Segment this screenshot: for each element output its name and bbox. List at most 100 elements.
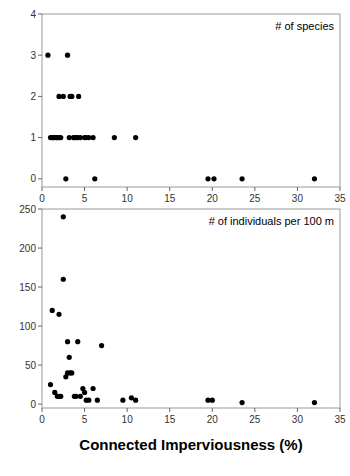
x-tick <box>84 187 85 191</box>
y-tick-label: 50 <box>25 360 37 371</box>
x-tick <box>169 187 170 191</box>
y-tick-label: 4 <box>30 9 36 20</box>
point <box>76 94 81 99</box>
y-tick <box>38 55 42 56</box>
point <box>61 94 66 99</box>
point <box>61 277 66 282</box>
point <box>211 176 216 181</box>
x-tick-label: 5 <box>82 414 88 425</box>
point <box>78 394 83 399</box>
y-tick <box>38 14 42 15</box>
point <box>84 398 89 403</box>
point <box>92 176 97 181</box>
x-tick <box>254 187 255 191</box>
x-tick <box>127 408 128 412</box>
y-tick-label: 2 <box>30 91 36 102</box>
point <box>112 135 117 140</box>
annotation: # of individuals per 100 m <box>209 215 334 227</box>
y-tick <box>38 178 42 179</box>
point <box>82 390 87 395</box>
x-tick-label: 35 <box>334 414 346 425</box>
plot-frame <box>42 14 340 187</box>
x-tick-label: 25 <box>249 414 261 425</box>
point <box>67 355 72 360</box>
x-tick-label: 15 <box>164 414 176 425</box>
y-tick <box>38 326 42 327</box>
x-tick-label: 15 <box>164 193 176 204</box>
x-tick <box>212 408 213 412</box>
panel: 0 5 10 15 20 25 30 35 0 1 2 3 4 # of species <box>30 9 346 205</box>
point <box>54 135 59 140</box>
points <box>45 53 317 182</box>
x-tick-label: 25 <box>249 193 261 204</box>
point <box>45 53 50 58</box>
point <box>239 176 244 181</box>
point <box>312 176 317 181</box>
y-tick-label: 1 <box>30 132 36 143</box>
x-tick-label: 20 <box>207 193 219 204</box>
x-tick <box>340 408 341 412</box>
point <box>75 339 80 344</box>
x-tick <box>297 408 298 412</box>
y-tick-label: 3 <box>30 50 36 61</box>
point <box>75 135 80 140</box>
point <box>63 176 68 181</box>
point <box>239 400 244 405</box>
y-tick <box>38 248 42 249</box>
plot-frame <box>42 209 340 408</box>
x-tick <box>340 187 341 191</box>
point <box>48 382 53 387</box>
point <box>90 135 95 140</box>
point <box>84 135 89 140</box>
x-tick <box>297 187 298 191</box>
x-tick <box>254 408 255 412</box>
panel: 05101520253035050100150200250# of indivi… <box>19 204 346 453</box>
x-tick-label: 10 <box>122 193 134 204</box>
y-tick-label: 150 <box>19 282 36 293</box>
point <box>312 400 317 405</box>
x-tick <box>169 408 170 412</box>
y-tick-label: 250 <box>19 204 36 215</box>
y-tick-label: 0 <box>30 173 36 184</box>
x-axis-label: Connected Imperviousness (%) <box>79 436 302 453</box>
x-tick <box>42 408 43 412</box>
point <box>90 386 95 391</box>
point <box>67 370 72 375</box>
y-tick <box>38 96 42 97</box>
chart: 0 5 10 15 20 25 30 35 0 1 2 3 4 # of species 0 5 10 15 20 2… <box>0 0 350 476</box>
point <box>133 135 138 140</box>
y-tick <box>38 209 42 210</box>
point <box>210 398 215 403</box>
point <box>99 343 104 348</box>
point <box>69 94 74 99</box>
point <box>56 312 61 317</box>
x-tick <box>42 187 43 191</box>
annotation: # of species <box>275 20 334 32</box>
point <box>56 394 61 399</box>
x-tick-label: 0 <box>39 414 45 425</box>
x-tick <box>84 408 85 412</box>
point <box>95 398 100 403</box>
x-tick-label: 5 <box>82 193 88 204</box>
y-tick <box>38 404 42 405</box>
x-tick-label: 35 <box>334 193 346 204</box>
x-tick <box>127 187 128 191</box>
x-tick-label: 30 <box>292 193 304 204</box>
point <box>120 398 125 403</box>
y-tick <box>38 365 42 366</box>
page: {"chart_data": [ {"type": "scatter", "an… <box>0 0 350 476</box>
y-tick-label: 100 <box>19 321 36 332</box>
point <box>133 398 138 403</box>
point <box>65 339 70 344</box>
x-tick-label: 20 <box>207 414 219 425</box>
x-tick-label: 0 <box>39 193 45 204</box>
y-tick <box>38 137 42 138</box>
point <box>50 308 55 313</box>
y-tick-label: 0 <box>30 399 36 410</box>
point <box>61 214 66 219</box>
points <box>48 214 317 405</box>
x-tick-label: 10 <box>122 414 134 425</box>
point <box>205 176 210 181</box>
point <box>65 53 70 58</box>
y-tick <box>38 287 42 288</box>
